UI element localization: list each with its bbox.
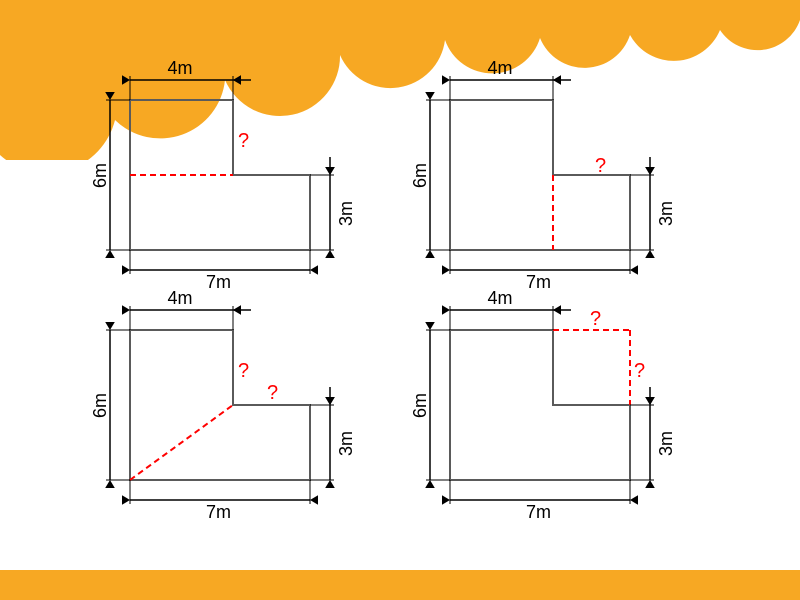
dim-label-right: 3m [656, 200, 677, 225]
dim-label-left: 6m [410, 393, 431, 418]
dim-label-right: 3m [336, 430, 357, 455]
question-mark: ? [590, 308, 601, 331]
dim-label-right: 3m [656, 430, 677, 455]
question-mark: ? [238, 360, 249, 383]
dim-label-left: 6m [410, 163, 431, 188]
dim-label-top: 4m [168, 288, 193, 309]
dim-label-bottom: 7m [206, 502, 231, 523]
bottom-bar [0, 570, 800, 600]
dim-label-top: 4m [168, 58, 193, 79]
diagram-3: 4m6m3m7m?? [130, 330, 390, 560]
diagrams-container: 4m6m3m7m? 4m6m3m7m? 4m6m3m7m?? 4m6m3m7m?… [0, 90, 800, 570]
dim-label-top: 4m [488, 58, 513, 79]
diagram-4: 4m6m3m7m?? [450, 330, 710, 560]
question-mark: ? [238, 130, 249, 153]
dim-label-bottom: 7m [526, 502, 551, 523]
question-mark: ? [634, 360, 645, 383]
dim-label-left: 6m [90, 393, 111, 418]
question-mark: ? [595, 155, 606, 178]
question-mark: ? [267, 382, 278, 405]
dim-label-top: 4m [488, 288, 513, 309]
dim-label-right: 3m [336, 200, 357, 225]
dim-label-left: 6m [90, 163, 111, 188]
